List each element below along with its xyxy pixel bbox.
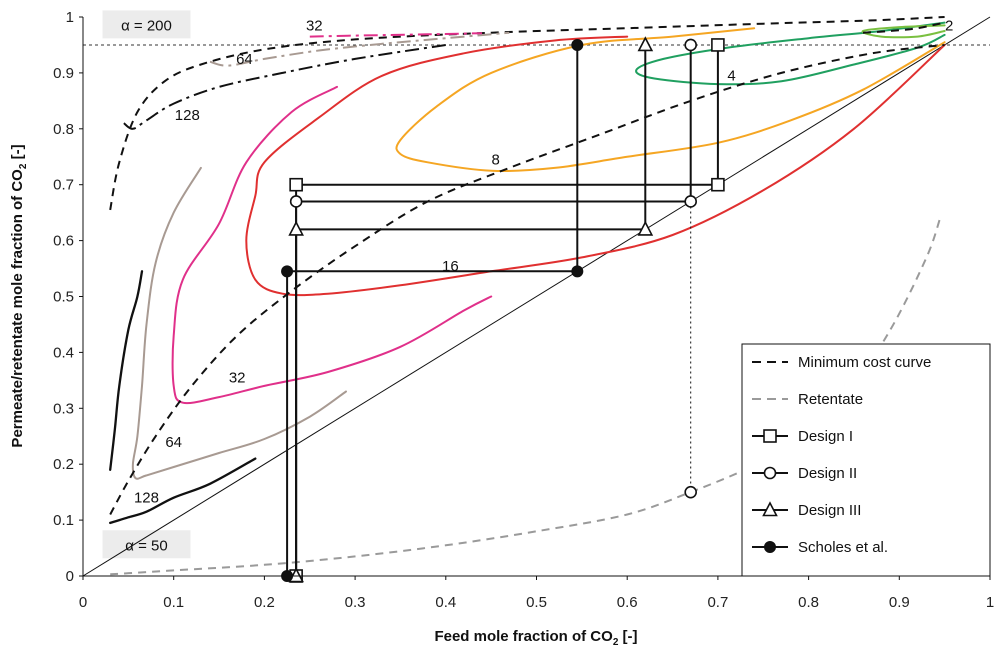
retentate-curve [110, 217, 942, 576]
x-axis-title-sub: 2 [613, 637, 619, 648]
legend-label-scholes-et-al: Scholes et al. [798, 539, 888, 556]
design-path-design-iii [295, 45, 647, 576]
design-marker-scholes-et-al-0 [571, 38, 584, 51]
alpha-label-1: α = 50 [125, 537, 167, 554]
legend-swatch-marker-design-ii [763, 466, 777, 480]
legend-swatch-marker-design-iii [762, 501, 778, 517]
legend-label-design-i: Design I [798, 428, 853, 445]
design-marker-design-ii-2 [289, 195, 303, 208]
y-tick-label-0: 0 [66, 568, 74, 585]
alpha-label-group: α = 200 α = 50 [102, 10, 191, 559]
x-tick-label-0: 0 [79, 594, 87, 611]
min-cost-curve-200-0 [109, 16, 945, 211]
x-tick-label-8: 0.8 [798, 594, 819, 611]
curve-label-8-5: 8 [492, 152, 500, 169]
y-tick-label-7: 0.7 [53, 177, 74, 194]
min-cost-curve-64-high-3 [209, 31, 510, 67]
legend-label-design-iii: Design III [798, 502, 861, 519]
alpha-curve-2-7 [861, 24, 946, 39]
curve-label-32-0: 32 [306, 17, 323, 34]
design-path-scholes-et-al [286, 45, 579, 576]
curve-label-32-7: 32 [229, 370, 246, 387]
y-ticks-group: 0 0.1 0.2 0.3 0.4 0.5 0.6 0.7 0.8 0.9 1 [53, 9, 83, 585]
x-tick-label-4: 0.4 [435, 594, 456, 611]
x-tick-label-6: 0.6 [617, 594, 638, 611]
alpha-curve-16-4 [245, 35, 946, 297]
y-axis-title-sub: 2 [18, 163, 29, 169]
design-marker-design-ii-0 [684, 38, 697, 52]
legend-label-design-ii: Design II [798, 465, 857, 482]
x-tick-label-3: 0.3 [345, 594, 366, 611]
legend-swatch-marker-scholes-et-al [764, 541, 776, 553]
design-marker-design-i-1 [711, 177, 725, 192]
curve-label-4-4: 4 [727, 68, 735, 85]
design-marker-design-i-0 [711, 38, 725, 52]
legend-box [741, 343, 991, 577]
diagonal-group [82, 16, 991, 577]
min-cost-curve-2-high-5 [862, 21, 945, 34]
curve-label-64-8: 64 [165, 434, 182, 451]
curve-label-16-6: 16 [442, 258, 459, 275]
y-tick-label-8: 0.8 [53, 121, 74, 138]
curve-label-2-3: 2 [945, 17, 953, 34]
alpha-label-box-0 [102, 10, 191, 39]
legend-label-retentate: Retentate [798, 391, 863, 408]
design-marker-scholes-et-al-1 [571, 265, 584, 278]
y-tick-label-5: 0.5 [53, 289, 74, 306]
design-marker-design-i-2 [289, 177, 303, 192]
x-tick-label-2: 0.2 [254, 594, 275, 611]
alpha-label-box-1 [102, 530, 191, 559]
curve-label-64-1: 64 [236, 51, 253, 68]
alpha-curve-32-3 [171, 85, 493, 405]
design-marker-design-ii-3 [684, 485, 697, 499]
alpha-curve-128-1 [109, 270, 144, 471]
design-marker-scholes-et-al-2 [281, 265, 294, 278]
y-tick-label-6: 0.6 [53, 233, 74, 250]
x-axis-title-suffix: [-] [618, 628, 637, 645]
legend-label-minimum-cost-curve: Minimum cost curve [798, 354, 931, 371]
curves-group [109, 16, 946, 525]
y-tick-label-2: 0.2 [53, 456, 74, 473]
y-axis-title: Permeate/retentate mole fraction of CO2 … [9, 144, 29, 447]
curve-label-128-2: 128 [175, 107, 200, 124]
x-tick-label-10: 1 [986, 594, 994, 611]
legend-swatch-marker-design-i [763, 429, 777, 443]
alpha-curve-4-6 [635, 21, 946, 86]
min-cost-curve-128-high-2 [123, 44, 446, 130]
y-tick-label-1: 0.1 [53, 512, 74, 529]
min-cost-curve-50-1 [109, 44, 945, 515]
x-axis-title: Feed mole fraction of CO2 [-] [434, 628, 637, 648]
diagonal-line [82, 16, 991, 577]
design-marker-design-iii-1 [637, 220, 654, 236]
x-tick-label-5: 0.5 [526, 594, 547, 611]
x-tick-label-7: 0.7 [707, 594, 728, 611]
design-marker-design-iii-2 [288, 220, 304, 236]
y-axis-title-main: Permeate/retentate mole fraction of CO [9, 169, 26, 448]
x-ticks-group: 0 0.1 0.2 0.3 0.4 0.5 0.6 0.7 0.8 0.9 1 [79, 576, 994, 611]
y-tick-label-9: 0.9 [53, 65, 74, 82]
alpha-label-0: α = 200 [121, 17, 172, 34]
x-tick-label-1: 0.1 [163, 594, 184, 611]
curve-label-128-9: 128 [134, 490, 159, 507]
alpha-curve-128-0 [109, 457, 257, 525]
y-tick-label-4: 0.4 [53, 344, 74, 361]
legend: Minimum cost curve Retentate Design I Desig… [741, 343, 991, 577]
y-axis-title-suffix: [-] [9, 144, 26, 163]
y-tick-label-10: 1 [66, 9, 74, 26]
design-marker-design-iii-0 [637, 36, 654, 52]
y-tick-label-3: 0.3 [53, 400, 74, 417]
design-marker-design-ii-1 [684, 195, 697, 208]
min-cost-curve-32-high-4 [309, 32, 483, 38]
x-tick-label-9: 0.9 [889, 594, 910, 611]
curve-labels-group: 32 64 128 2 4 8 16 32 64 128 [134, 17, 953, 506]
retentate-group [110, 217, 942, 576]
x-axis-title-main: Feed mole fraction of CO [434, 628, 613, 645]
